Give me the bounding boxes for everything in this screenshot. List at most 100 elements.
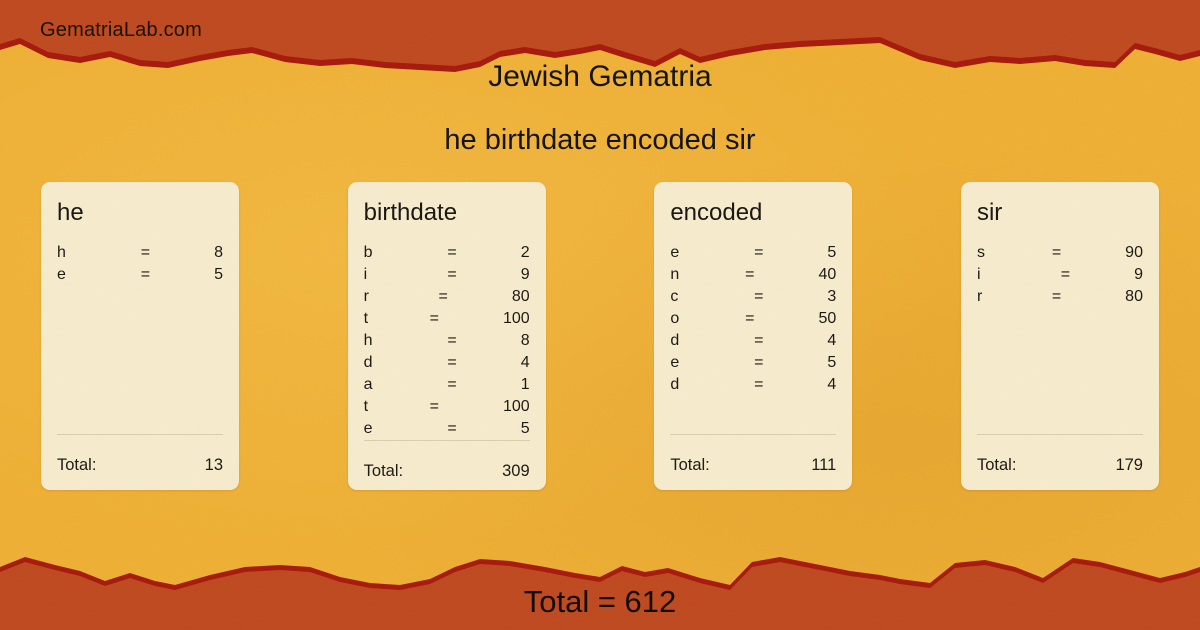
card-total-label: Total: bbox=[670, 456, 710, 474]
letter-value: 40 bbox=[818, 266, 837, 283]
letter-cell: e bbox=[670, 354, 680, 371]
letter-equation: = 4 bbox=[447, 352, 529, 374]
phrase-subtitle: he birthdate encoded sir bbox=[444, 124, 756, 156]
equals-sign: = bbox=[447, 354, 457, 371]
gematria-card: birthdate b = 2 i = 9 r = 80 t = 100 h = bbox=[347, 182, 546, 490]
letter-value: 80 bbox=[1125, 288, 1143, 305]
letter-cell: r bbox=[363, 288, 369, 305]
card-total-label: Total: bbox=[363, 462, 404, 480]
letter-value: 4 bbox=[827, 376, 837, 393]
equals-sign: = bbox=[447, 244, 457, 261]
letter-cell: a bbox=[363, 376, 373, 393]
equals-sign: = bbox=[447, 376, 457, 393]
letter-value: 1 bbox=[520, 376, 530, 393]
equals-sign: = bbox=[745, 310, 755, 327]
word-cards-row: he h = 8 e = 5 Total: 13 birthdate b = 2… bbox=[41, 182, 1159, 490]
card-divider bbox=[670, 434, 837, 435]
letter-cell: r bbox=[976, 288, 983, 305]
letter-equation: = 50 bbox=[745, 308, 836, 330]
letter-equation: = 5 bbox=[447, 418, 529, 440]
letter-row: e = 5 bbox=[364, 418, 530, 440]
letter-row: i = 9 bbox=[364, 264, 530, 286]
letter-equation: = 5 bbox=[754, 242, 836, 264]
letter-row: t = 100 bbox=[364, 396, 530, 418]
letter-rows: b = 2 i = 9 r = 80 t = 100 h = 8 d bbox=[364, 242, 530, 440]
letter-row: d = 4 bbox=[364, 352, 530, 374]
equals-sign: = bbox=[1051, 288, 1062, 305]
gematria-card: encoded e = 5 n = 40 c = 3 o = 50 d = 4 bbox=[654, 182, 853, 490]
card-total-row: Total: 309 bbox=[364, 449, 530, 482]
card-divider bbox=[363, 440, 530, 441]
letter-equation: = 5 bbox=[141, 264, 223, 286]
letter-cell: d bbox=[363, 354, 373, 371]
card-divider bbox=[57, 434, 223, 435]
letter-cell: e bbox=[57, 266, 66, 283]
letter-row: e = 5 bbox=[670, 352, 836, 374]
equals-sign: = bbox=[754, 376, 764, 393]
letter-cell: i bbox=[363, 266, 368, 283]
card-total-value: 309 bbox=[502, 462, 530, 480]
card-word: birthdate bbox=[363, 199, 458, 226]
letter-equation: = 9 bbox=[1061, 264, 1143, 286]
letter-value: 5 bbox=[520, 420, 530, 437]
letter-row: e = 5 bbox=[670, 242, 836, 264]
card-word: sir bbox=[976, 199, 1003, 226]
letter-value: 90 bbox=[1125, 244, 1143, 261]
equals-sign: = bbox=[438, 288, 448, 305]
letter-equation: = 3 bbox=[754, 286, 836, 308]
letter-rows: h = 8 e = 5 bbox=[57, 242, 223, 286]
letter-cell: i bbox=[976, 266, 981, 283]
letter-value: 8 bbox=[214, 244, 223, 261]
equals-sign: = bbox=[754, 244, 764, 261]
equals-sign: = bbox=[754, 332, 764, 349]
letter-cell: c bbox=[670, 288, 679, 305]
letter-row: n = 40 bbox=[670, 264, 836, 286]
card-word: encoded bbox=[670, 199, 763, 226]
equals-sign: = bbox=[447, 266, 457, 283]
letter-row: b = 2 bbox=[364, 242, 530, 264]
card-total-label: Total: bbox=[57, 456, 97, 474]
card-total-row: Total: 13 bbox=[57, 443, 223, 476]
letter-equation: = 4 bbox=[754, 330, 836, 352]
letter-row: c = 3 bbox=[670, 286, 836, 308]
equals-sign: = bbox=[140, 266, 151, 283]
equals-sign: = bbox=[429, 310, 439, 327]
letter-row: d = 4 bbox=[670, 330, 836, 352]
letter-row: r = 80 bbox=[977, 286, 1143, 308]
letter-value: 9 bbox=[520, 266, 530, 283]
letter-value: 8 bbox=[520, 332, 530, 349]
equals-sign: = bbox=[447, 332, 457, 349]
letter-cell: t bbox=[363, 310, 369, 327]
letter-row: e = 5 bbox=[57, 264, 223, 286]
equals-sign: = bbox=[1051, 244, 1062, 261]
letter-cell: o bbox=[670, 310, 680, 327]
letter-value: 5 bbox=[827, 244, 837, 261]
letter-row: a = 1 bbox=[364, 374, 530, 396]
letter-value: 80 bbox=[511, 288, 530, 305]
letter-cell: d bbox=[670, 376, 680, 393]
gematria-card: sir s = 90 i = 9 r = 80 Total: 179 bbox=[960, 182, 1159, 490]
letter-cell: h bbox=[363, 332, 373, 349]
letter-value: 9 bbox=[1134, 266, 1143, 283]
letter-value: 2 bbox=[520, 244, 530, 261]
letter-row: t = 100 bbox=[364, 308, 530, 330]
letter-row: o = 50 bbox=[670, 308, 836, 330]
letter-row: s = 90 bbox=[977, 242, 1143, 264]
letter-row: i = 9 bbox=[977, 264, 1143, 286]
letter-equation: = 40 bbox=[745, 264, 836, 286]
letter-cell: e bbox=[363, 420, 373, 437]
grand-total: Total = 612 bbox=[523, 584, 677, 619]
site-name: GematriaLab.com bbox=[40, 19, 202, 41]
letter-value: 5 bbox=[827, 354, 837, 371]
card-divider bbox=[976, 434, 1143, 435]
letter-row: r = 80 bbox=[364, 286, 530, 308]
letter-cell: n bbox=[670, 266, 680, 283]
letter-row: h = 8 bbox=[364, 330, 530, 352]
card-total-label: Total: bbox=[976, 456, 1017, 474]
letter-rows: s = 90 i = 9 r = 80 bbox=[977, 242, 1143, 308]
letter-equation: = 4 bbox=[754, 374, 836, 396]
gematria-card: he h = 8 e = 5 Total: 13 bbox=[41, 182, 239, 490]
letter-equation: = 5 bbox=[754, 352, 836, 374]
letter-row: h = 8 bbox=[57, 242, 223, 264]
